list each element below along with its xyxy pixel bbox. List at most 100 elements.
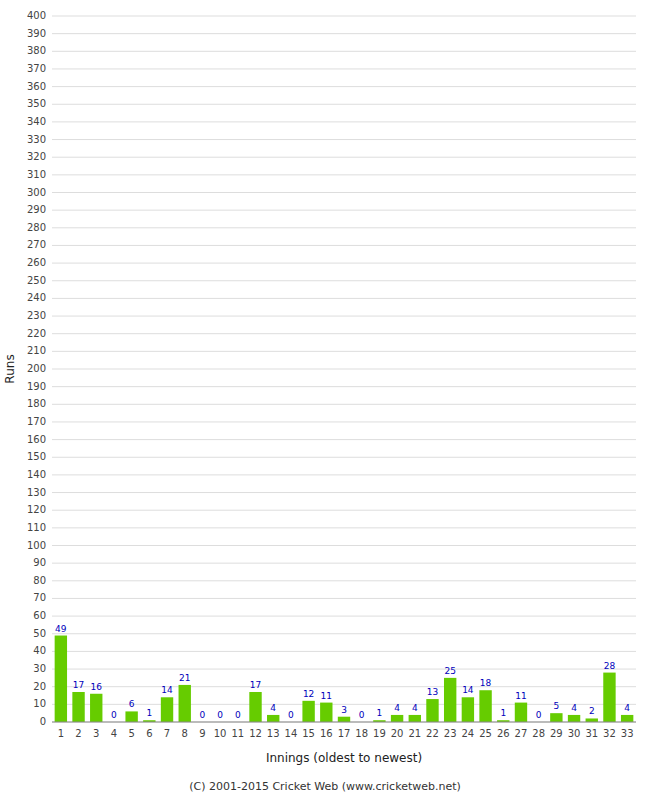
- y-tick-label: 300: [27, 187, 46, 198]
- data-label: 2: [589, 706, 595, 716]
- y-tick-label: 250: [27, 275, 46, 286]
- y-tick-label: 80: [33, 575, 46, 586]
- bar: [302, 701, 314, 722]
- grid-line: [52, 510, 636, 511]
- y-tick-label: 170: [27, 416, 46, 427]
- grid-line: [52, 527, 636, 528]
- grid-line: [52, 563, 636, 564]
- data-labels: 4917160611421000174012113014413251418111…: [55, 624, 630, 720]
- data-label: 11: [321, 691, 332, 701]
- y-tick-label: 150: [27, 451, 46, 462]
- data-label: 25: [444, 666, 455, 676]
- x-tick-label: 20: [391, 728, 404, 739]
- y-tick-label: 260: [27, 257, 46, 268]
- x-tick-label: 16: [320, 728, 333, 739]
- bar: [586, 718, 598, 722]
- y-tick-label: 360: [27, 81, 46, 92]
- data-label: 4: [270, 703, 276, 713]
- data-label: 4: [412, 703, 418, 713]
- x-tick-label: 24: [462, 728, 475, 739]
- x-tick-label: 25: [479, 728, 492, 739]
- grid-line: [52, 404, 636, 405]
- grid-line: [52, 580, 636, 581]
- data-label: 0: [200, 710, 206, 720]
- data-label: 14: [462, 685, 474, 695]
- x-tick-label: 14: [285, 728, 298, 739]
- grid-line: [52, 316, 636, 317]
- y-tick-label: 160: [27, 434, 46, 445]
- grid-line: [52, 421, 636, 422]
- grid-line: [52, 722, 636, 723]
- y-tick-label: 200: [27, 363, 46, 374]
- grid-line: [52, 86, 636, 87]
- data-label: 28: [604, 661, 616, 671]
- data-label: 14: [161, 685, 173, 695]
- grid-line: [52, 157, 636, 158]
- grid-line: [52, 227, 636, 228]
- grid-line: [52, 104, 636, 105]
- y-tick-label: 70: [33, 592, 46, 603]
- y-tick-label: 110: [27, 522, 46, 533]
- bar: [462, 697, 474, 722]
- grid-line: [52, 33, 636, 34]
- x-tick-label: 9: [199, 728, 205, 739]
- x-tick-label: 17: [338, 728, 351, 739]
- y-tick-label: 190: [27, 381, 46, 392]
- x-ticks: 1234567891011121314151617181920212223242…: [58, 728, 634, 739]
- y-tick-label: 340: [27, 116, 46, 127]
- grid-line: [52, 16, 636, 17]
- data-label: 0: [111, 710, 117, 720]
- data-label: 12: [303, 689, 314, 699]
- grid-line: [52, 280, 636, 281]
- y-tick-label: 40: [33, 645, 46, 656]
- grid-line: [52, 474, 636, 475]
- x-tick-label: 6: [146, 728, 152, 739]
- x-tick-label: 22: [426, 728, 439, 739]
- data-label: 3: [341, 705, 347, 715]
- bar: [409, 715, 421, 722]
- grid-line: [52, 598, 636, 599]
- x-tick-label: 18: [355, 728, 368, 739]
- grid-line: [52, 174, 636, 175]
- x-tick-label: 29: [550, 728, 563, 739]
- x-tick-label: 15: [302, 728, 315, 739]
- grid-line: [52, 51, 636, 52]
- bar: [338, 717, 350, 722]
- bar: [444, 678, 456, 722]
- data-label: 0: [217, 710, 223, 720]
- data-label: 0: [359, 710, 365, 720]
- bar: [568, 715, 580, 722]
- y-tick-label: 220: [27, 328, 46, 339]
- y-tick-label: 350: [27, 98, 46, 109]
- data-label: 16: [91, 682, 103, 692]
- grid-line: [52, 669, 636, 670]
- data-label: 4: [571, 703, 577, 713]
- x-tick-label: 11: [231, 728, 244, 739]
- x-tick-label: 12: [249, 728, 262, 739]
- y-tick-label: 310: [27, 169, 46, 180]
- y-tick-label: 230: [27, 310, 46, 321]
- x-tick-label: 2: [75, 728, 81, 739]
- y-tick-label: 0: [40, 716, 46, 727]
- data-label: 6: [129, 699, 135, 709]
- y-tick-label: 330: [27, 134, 46, 145]
- y-tick-label: 270: [27, 239, 46, 250]
- x-axis-line: [52, 722, 636, 723]
- x-tick-label: 32: [603, 728, 616, 739]
- x-tick-label: 19: [373, 728, 386, 739]
- y-tick-label: 60: [33, 610, 46, 621]
- x-tick-label: 21: [408, 728, 421, 739]
- x-tick-label: 13: [267, 728, 280, 739]
- bar: [161, 697, 173, 722]
- grid-line: [52, 139, 636, 140]
- grid-line: [52, 192, 636, 193]
- grid-line: [52, 263, 636, 264]
- y-tick-label: 30: [33, 663, 46, 674]
- data-label: 13: [427, 687, 438, 697]
- bar: [267, 715, 279, 722]
- chart-container: 0102030405060708090100110120130140150160…: [0, 0, 650, 800]
- y-tick-label: 10: [33, 698, 46, 709]
- y-tick-label: 120: [27, 504, 46, 515]
- bar: [125, 711, 137, 722]
- data-label: 49: [55, 624, 67, 634]
